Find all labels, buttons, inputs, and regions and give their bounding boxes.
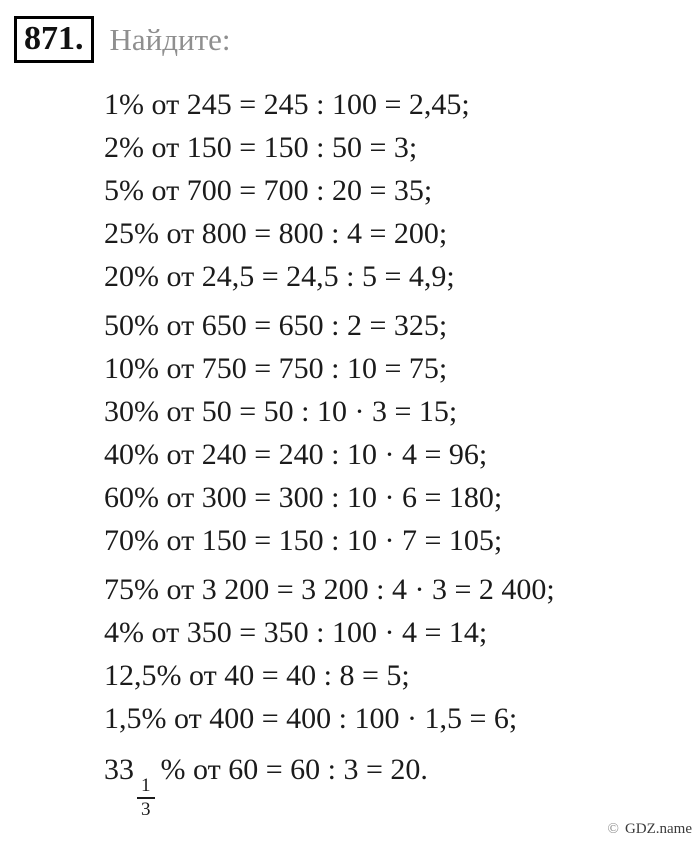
equation-rest: % от 60 = 60 : 3 = 20. — [160, 753, 428, 787]
equation-line: 75% от 3 200 = 3 200 : 4 · 3 = 2 400; — [104, 573, 555, 607]
mixed-number-whole: 33 — [104, 753, 134, 787]
copyright-icon: © — [607, 821, 619, 837]
equation-line: 50% от 650 = 650 : 2 = 325; — [104, 309, 448, 343]
equation-line-mixed-fraction: 33 1 3% от 60 = 60 : 3 = 20. — [104, 748, 700, 820]
equation-line: 4% от 350 = 350 : 100 · 4 = 14; — [104, 616, 488, 650]
fraction-denominator: 3 — [141, 799, 151, 821]
equation-line: 60% от 300 = 300 : 10 · 6 = 180; — [104, 481, 503, 515]
equation-line: 10% от 750 = 750 : 10 = 75; — [104, 352, 448, 386]
task-label: Найдите: — [109, 21, 231, 57]
problem-number-box: 871. — [14, 16, 94, 64]
equation-line: 1,5% от 400 = 400 : 100 · 1,5 = 6; — [104, 702, 518, 736]
equation-line: 1% от 245 = 245 : 100 = 2,45; — [104, 88, 470, 122]
problem-header: 871. Найдите: — [14, 16, 700, 64]
solution-body: 1% от 245 = 245 : 100 = 2,45; 2% от 150 … — [104, 83, 700, 820]
copyright-footer: © GDZ.name — [608, 821, 692, 838]
equation-line: 12,5% от 40 = 40 : 8 = 5; — [104, 659, 410, 693]
equation-line: 30% от 50 = 50 : 10 · 3 = 15; — [104, 395, 458, 429]
fraction-numerator: 1 — [137, 776, 155, 800]
equation-line: 5% от 700 = 700 : 20 = 35; — [104, 174, 433, 208]
equation-line: 20% от 24,5 = 24,5 : 5 = 4,9; — [104, 260, 455, 294]
problem-number: 871. — [24, 20, 84, 57]
equation-line: 40% от 240 = 240 : 10 · 4 = 96; — [104, 438, 488, 472]
equation-line: 2% от 150 = 150 : 50 = 3; — [104, 131, 418, 165]
equation-line: 25% от 800 = 800 : 4 = 200; — [104, 217, 448, 251]
equation-line: 70% от 150 = 150 : 10 · 7 = 105; — [104, 524, 503, 558]
site-name: GDZ.name — [624, 821, 692, 837]
